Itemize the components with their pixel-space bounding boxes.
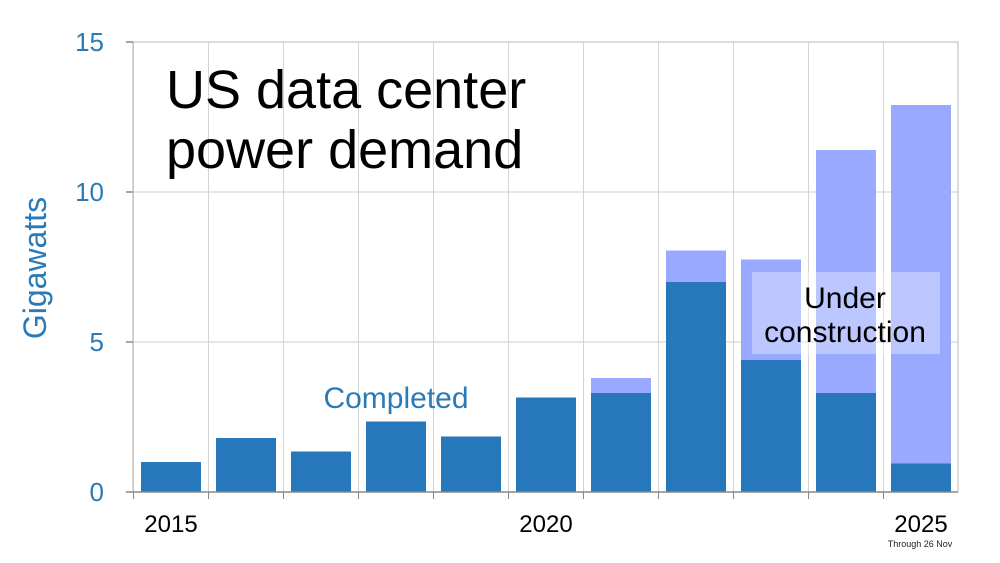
bar-completed-2022 (666, 282, 726, 492)
y-tick-label: 15 (75, 27, 104, 57)
bar-completed-2019 (441, 436, 501, 492)
y-axis-label: Gigawatts (17, 197, 53, 339)
bar-completed-2024 (816, 393, 876, 492)
bars (141, 105, 951, 492)
bar-under-construction-2021 (591, 378, 651, 393)
under-construction-label-line-1: Under (804, 282, 886, 315)
bar-under-construction-2024 (816, 150, 876, 393)
axes: 0 5 10 15 2015 2020 2025 (75, 27, 959, 538)
bar-completed-2017 (291, 451, 351, 492)
under-construction-label: Under construction (752, 272, 940, 354)
bar-completed-2016 (216, 438, 276, 492)
y-tick-label: 10 (75, 177, 104, 207)
bar-under-construction-2022 (666, 250, 726, 282)
chart-title-line-1: US data center (166, 60, 526, 120)
completed-series-label: Completed (323, 382, 468, 415)
bar-completed-2025 (891, 463, 951, 492)
y-tick-label: 0 (90, 477, 104, 507)
bar-completed-2023 (741, 360, 801, 492)
bar-completed-2018 (366, 421, 426, 492)
under-construction-label-line-2: construction (764, 316, 926, 349)
y-tick-label: 5 (90, 327, 104, 357)
x-axis-note: Through 26 Nov (888, 539, 953, 549)
x-tick-label: 2015 (144, 511, 197, 538)
x-tick-label: 2020 (519, 511, 572, 538)
bar-completed-2015 (141, 462, 201, 492)
bar-completed-2021 (591, 393, 651, 492)
bar-under-construction-2023 (741, 259, 801, 360)
bar-under-construction-2025 (891, 105, 951, 464)
bar-completed-2020 (516, 397, 576, 492)
chart-title-line-2: power demand (166, 120, 523, 180)
x-tick-label: 2025 (894, 511, 947, 538)
